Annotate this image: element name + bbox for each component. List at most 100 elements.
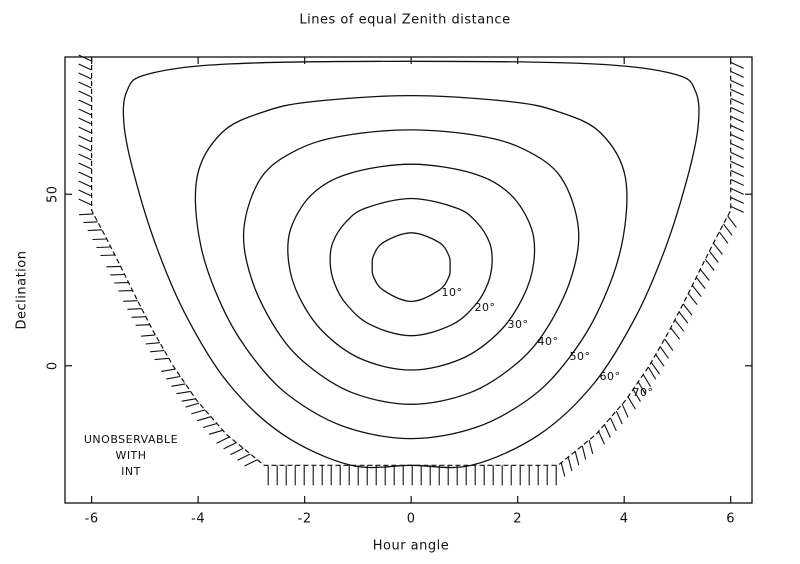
contour-line: [329, 197, 493, 337]
hatch: [708, 250, 719, 263]
hatch: [83, 221, 98, 224]
hatch: [615, 410, 623, 425]
hatch: [609, 417, 617, 432]
hatch: [730, 106, 744, 114]
hatch: [208, 429, 223, 435]
hatch: [588, 439, 594, 454]
hatch: [114, 281, 129, 284]
hatch: [78, 99, 92, 107]
hatch: [695, 277, 706, 289]
contour-label: 50°: [570, 350, 591, 363]
hatch: [230, 447, 244, 456]
y-tick-label: 0: [46, 361, 61, 370]
hatch: [691, 285, 702, 298]
contour-line: [371, 232, 451, 303]
hatch: [216, 436, 230, 444]
hatch: [181, 398, 196, 402]
hatch: [730, 187, 744, 195]
hatch: [621, 403, 629, 418]
chart-title: Lines of equal Zenith distance: [299, 13, 510, 28]
hatch: [730, 124, 744, 132]
hatch: [78, 72, 92, 80]
hatch: [627, 396, 636, 410]
contour-label: 40°: [538, 335, 559, 348]
hatch: [244, 459, 258, 467]
hatch: [650, 361, 660, 375]
hatch: [131, 316, 146, 318]
hatch: [647, 366, 657, 380]
hatch: [141, 334, 156, 337]
hatch: [567, 456, 573, 472]
hatch: [78, 54, 92, 62]
annotation: UNOBSERVABLE: [84, 433, 178, 446]
hatch: [730, 61, 744, 69]
x-tick-label: 0: [407, 512, 416, 527]
hatch: [79, 213, 94, 216]
hatch: [78, 81, 92, 89]
hatch: [78, 189, 92, 197]
hatch: [642, 374, 652, 388]
hatch: [699, 269, 710, 281]
x-tick-label: -6: [85, 512, 99, 527]
hatch: [659, 346, 669, 359]
hatch: [237, 453, 251, 461]
hatch: [723, 223, 733, 236]
hatch: [730, 151, 744, 159]
hatch: [727, 215, 737, 228]
hatch: [730, 97, 744, 105]
annotation: WITH: [115, 449, 146, 462]
hatch: [78, 135, 92, 143]
hatch: [730, 196, 744, 204]
y-tick-label: 50: [46, 185, 61, 203]
hatch: [632, 389, 641, 402]
hatch: [223, 442, 237, 450]
hatch: [176, 390, 191, 395]
contour-line: [287, 163, 536, 371]
x-tick-label: -2: [298, 512, 312, 527]
hatch: [78, 90, 92, 98]
hatch: [78, 144, 92, 152]
hatch: [78, 153, 92, 161]
hatch: [185, 402, 200, 408]
hatch: [730, 142, 744, 150]
hatch: [670, 327, 681, 340]
hatch: [171, 383, 186, 387]
hatch: [730, 70, 744, 78]
hatch: [78, 63, 92, 71]
contour-label: 60°: [600, 370, 621, 383]
hatch: [730, 178, 744, 186]
hatch: [718, 231, 729, 244]
x-tick-label: 2: [513, 512, 522, 527]
hatch: [730, 133, 744, 141]
hatch: [78, 162, 92, 170]
contour-label: 30°: [508, 318, 529, 331]
hatch: [730, 115, 744, 123]
hatch: [100, 254, 115, 257]
hatch: [127, 308, 142, 310]
hatch: [78, 117, 92, 125]
hatch: [687, 293, 698, 306]
hatch: [150, 349, 165, 353]
hatch: [78, 171, 92, 179]
hatch: [78, 198, 92, 206]
annotation: INT: [121, 465, 141, 478]
hatch: [603, 424, 611, 438]
contour-label: 20°: [475, 301, 496, 314]
x-tick-label: -4: [191, 512, 205, 527]
hatch: [191, 409, 206, 415]
y-axis-label: Declination: [15, 251, 30, 330]
plot-frame: [64, 56, 753, 504]
contour-line: [122, 60, 700, 469]
hatch: [92, 238, 107, 241]
hatch: [87, 229, 103, 232]
hatch: [598, 431, 606, 445]
hatch: [678, 311, 689, 324]
hatch: [655, 354, 665, 367]
limit-label: 70°: [633, 386, 654, 399]
hatch: [197, 416, 212, 422]
hatch: [682, 303, 693, 316]
hatch: [704, 258, 715, 271]
contour-label: 10°: [442, 286, 463, 299]
hatch: [574, 451, 580, 466]
